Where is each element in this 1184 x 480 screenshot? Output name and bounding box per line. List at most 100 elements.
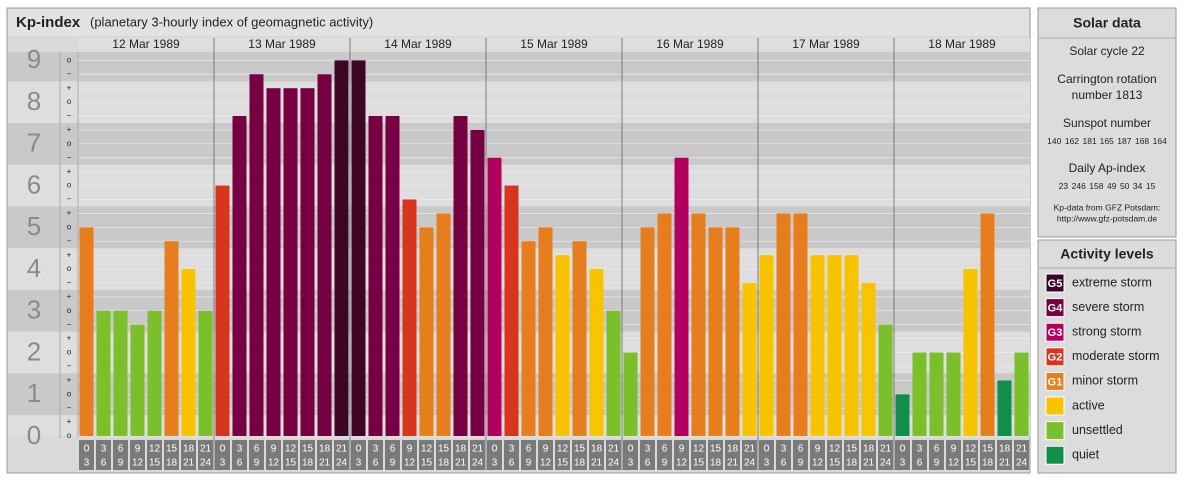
band [8,52,1030,82]
bar [113,310,128,436]
interval-start: 15 [302,444,314,455]
bar [776,213,791,436]
interval-cell [572,440,587,470]
date-label: 13 Mar 1989 [248,37,316,51]
minor-tick-label: − [67,69,72,78]
date-label: 18 Mar 1989 [928,37,996,51]
number: 246 [1072,181,1086,191]
interval-cell [419,440,434,470]
interval-end: 18 [166,458,178,469]
interval-start: 21 [744,444,756,455]
interval-start: 6 [390,444,396,455]
minor-tick-label: o [67,97,72,106]
bar [96,310,111,436]
minor-tick-label: + [67,250,72,259]
legend-swatch [1045,347,1065,367]
number: 158 [1089,181,1103,191]
interval-start: 12 [965,444,977,455]
legend-label: severe storm [1072,300,1144,314]
minor-tick-label: o [67,389,72,398]
interval-start: 21 [336,444,348,455]
legend-code: G2 [1048,352,1063,364]
number: 23 [1059,181,1069,191]
interval-end: 12 [676,458,688,469]
bar [198,310,213,436]
bar [912,352,927,436]
minor-tick-label: o [67,431,72,440]
interval-cell [895,440,910,470]
minor-tick-label: o [67,264,72,273]
bar [623,352,638,436]
bar [232,115,247,436]
bar [589,269,604,436]
interval-cell [283,440,298,470]
minor-tick-label: + [67,167,72,176]
bar [470,129,485,437]
interval-end: 9 [118,458,124,469]
interval-end: 18 [846,458,858,469]
interval-cell [164,440,179,470]
interval-end: 9 [390,458,396,469]
interval-start: 0 [356,444,362,455]
minor-tick-label: − [67,111,72,120]
interval-start: 12 [693,444,705,455]
interval-start: 9 [679,444,685,455]
interval-cell [504,440,519,470]
interval-end: 6 [509,458,515,469]
interval-start: 9 [951,444,957,455]
minor-tick-label: + [67,334,72,343]
legend-label: unsettled [1072,423,1123,437]
interval-cell [334,440,349,470]
interval-cell [487,440,502,470]
solar-panel [1037,7,1177,238]
interval-start: 0 [492,444,498,455]
interval-start: 6 [118,444,124,455]
interval-end: 6 [373,458,379,469]
interval-cell [759,440,774,470]
interval-cell [232,440,247,470]
interval-start: 9 [271,444,277,455]
interval-end: 12 [268,458,280,469]
bar [759,255,774,436]
bar [895,394,910,436]
interval-cell [708,440,723,470]
bar [844,255,859,436]
interval-start: 0 [628,444,634,455]
y-tick-label: 1 [27,378,41,408]
bar [572,241,587,436]
bar [606,310,621,436]
bar [793,213,808,436]
interval-start: 18 [319,444,331,455]
interval-end: 24 [472,458,484,469]
legend-code: G5 [1048,278,1063,290]
solar-title: Solar data [1073,15,1141,31]
legend-swatch [1045,298,1065,318]
interval-cell [130,440,145,470]
interval-cell [640,440,655,470]
interval-cell [980,440,995,470]
number: 162 [1065,136,1079,146]
interval-end: 12 [948,458,960,469]
interval-end: 15 [557,458,569,469]
carrington: number 1813 [1072,88,1143,102]
minor-tick-label: − [67,320,72,329]
bar [674,157,689,436]
minor-tick-label: + [67,417,72,426]
interval-cell [453,440,468,470]
interval-end: 18 [982,458,994,469]
interval-end: 21 [591,458,603,469]
date-label: 14 Mar 1989 [384,37,452,51]
minor-tick-label: − [67,403,72,412]
interval-cell [929,440,944,470]
number: 165 [1100,136,1114,146]
bar [453,115,468,436]
interval-end: 6 [781,458,787,469]
bar [640,227,655,436]
interval-cell [300,440,315,470]
interval-cell [997,440,1012,470]
interval-end: 3 [764,458,770,469]
legend-label: minor storm [1072,374,1138,388]
interval-start: 6 [254,444,260,455]
legend-swatch [1045,396,1065,416]
legend-swatch [1045,371,1065,391]
